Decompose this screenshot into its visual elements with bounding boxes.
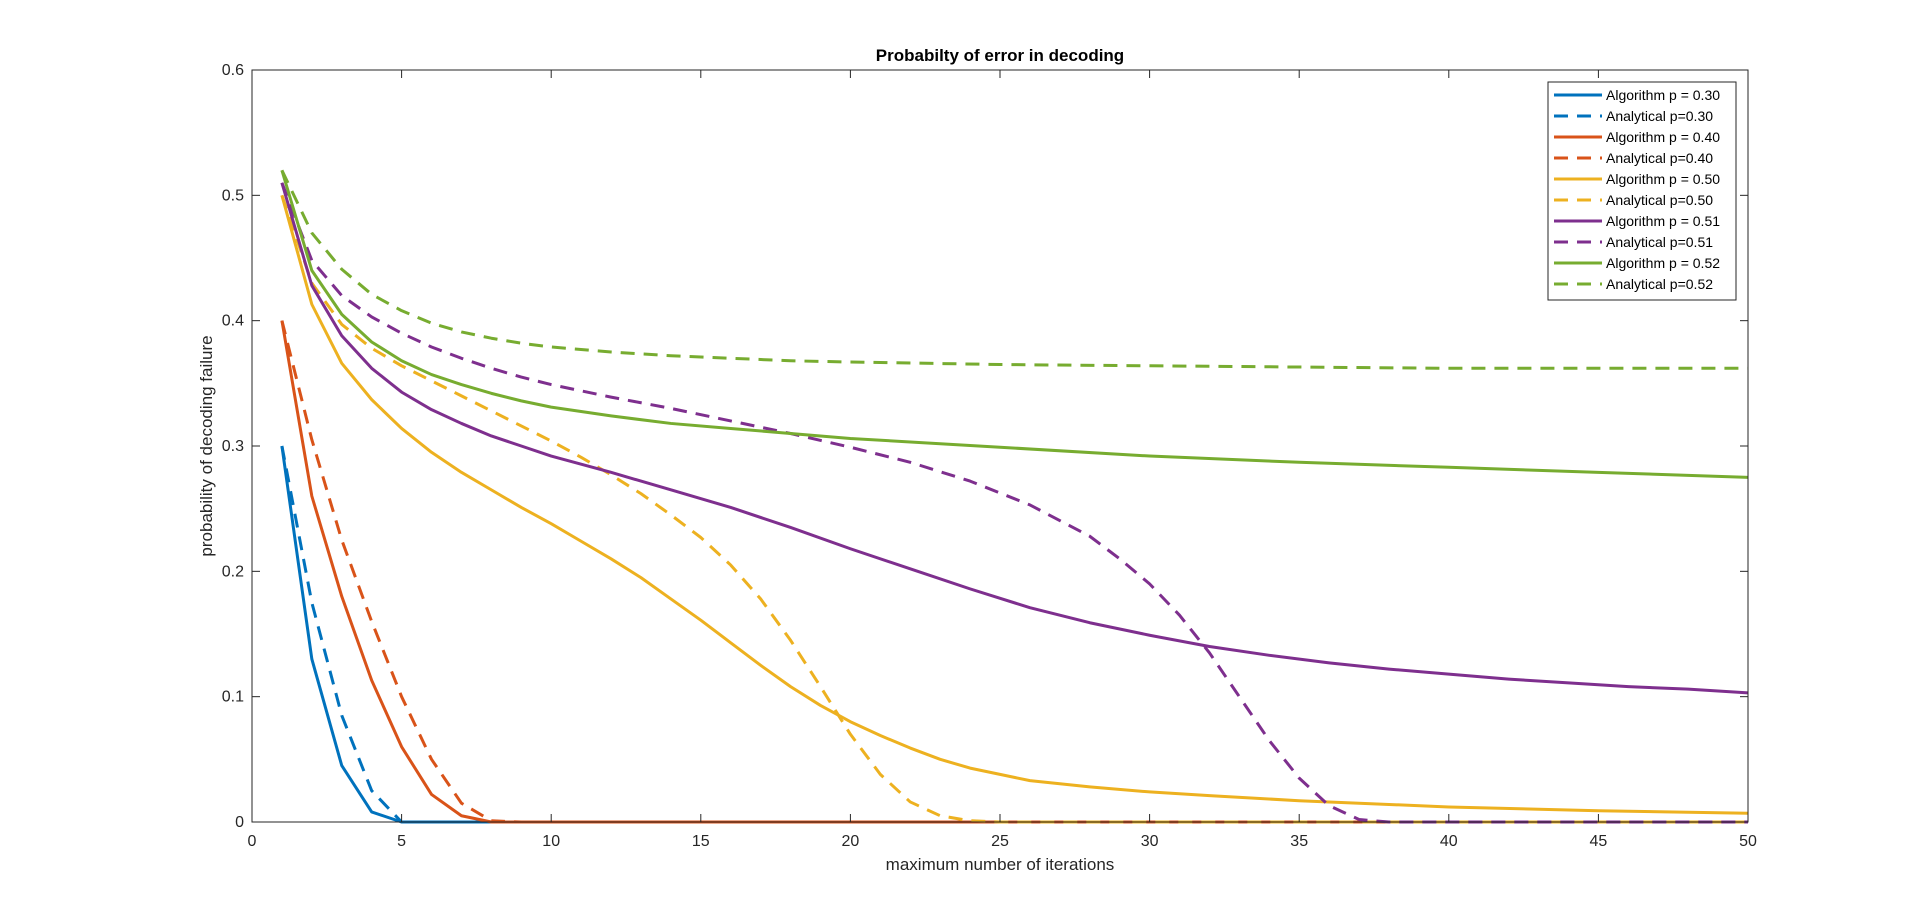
legend-label: Analytical p=0.30	[1606, 108, 1713, 124]
x-tick-label: 20	[842, 833, 860, 850]
y-tick-label: 0.6	[222, 62, 244, 79]
legend-label: Algorithm p = 0.50	[1606, 171, 1720, 187]
legend-label: Algorithm p = 0.40	[1606, 129, 1720, 145]
x-tick-label: 40	[1440, 833, 1458, 850]
legend-label: Analytical p=0.40	[1606, 150, 1713, 166]
x-tick-label: 0	[248, 833, 257, 850]
series-line-8	[280, 182, 1748, 824]
y-tick-label: 0	[235, 814, 244, 831]
legend-label: Algorithm p = 0.30	[1606, 87, 1720, 103]
legend-label: Analytical p=0.52	[1606, 276, 1713, 292]
x-axis-label: maximum number of iterations	[886, 855, 1115, 874]
y-tick-label: 0.5	[222, 187, 244, 204]
x-tick-label: 50	[1739, 833, 1757, 850]
y-tick-label: 0.4	[222, 313, 244, 330]
x-tick-label: 30	[1141, 833, 1159, 850]
chart-title: Probabilty of error in decoding	[876, 46, 1124, 65]
y-tick-label: 0.3	[222, 438, 244, 455]
y-tick-label: 0.2	[222, 563, 244, 580]
x-tick-label: 10	[542, 833, 560, 850]
x-tick-label: 15	[692, 833, 710, 850]
legend-label: Algorithm p = 0.51	[1606, 213, 1720, 229]
series-line-9	[280, 169, 1749, 479]
series-line-5	[280, 194, 1749, 815]
y-axis-label: probability of decoding failure	[197, 335, 216, 556]
y-tick-label: 0.1	[222, 689, 244, 706]
x-tick-label: 5	[397, 833, 406, 850]
x-tick-label: 35	[1290, 833, 1308, 850]
tick-layer: 0 5 10 15 20 25 30 35 40 45 50 0 0.1 0.2 0.3 0.4 0.5 0.6	[222, 62, 1757, 850]
legend-label: Analytical p=0.50	[1606, 192, 1713, 208]
series-line-7	[280, 182, 1749, 695]
series-line-10	[280, 169, 1748, 370]
legend-label: Algorithm p = 0.52	[1606, 255, 1720, 271]
x-tick-label: 45	[1590, 833, 1608, 850]
x-tick-label: 25	[991, 833, 1009, 850]
legend: Algorithm p = 0.30 Analytical p=0.30 Algor…	[1547, 81, 1737, 301]
legend-label: Analytical p=0.51	[1606, 234, 1713, 250]
